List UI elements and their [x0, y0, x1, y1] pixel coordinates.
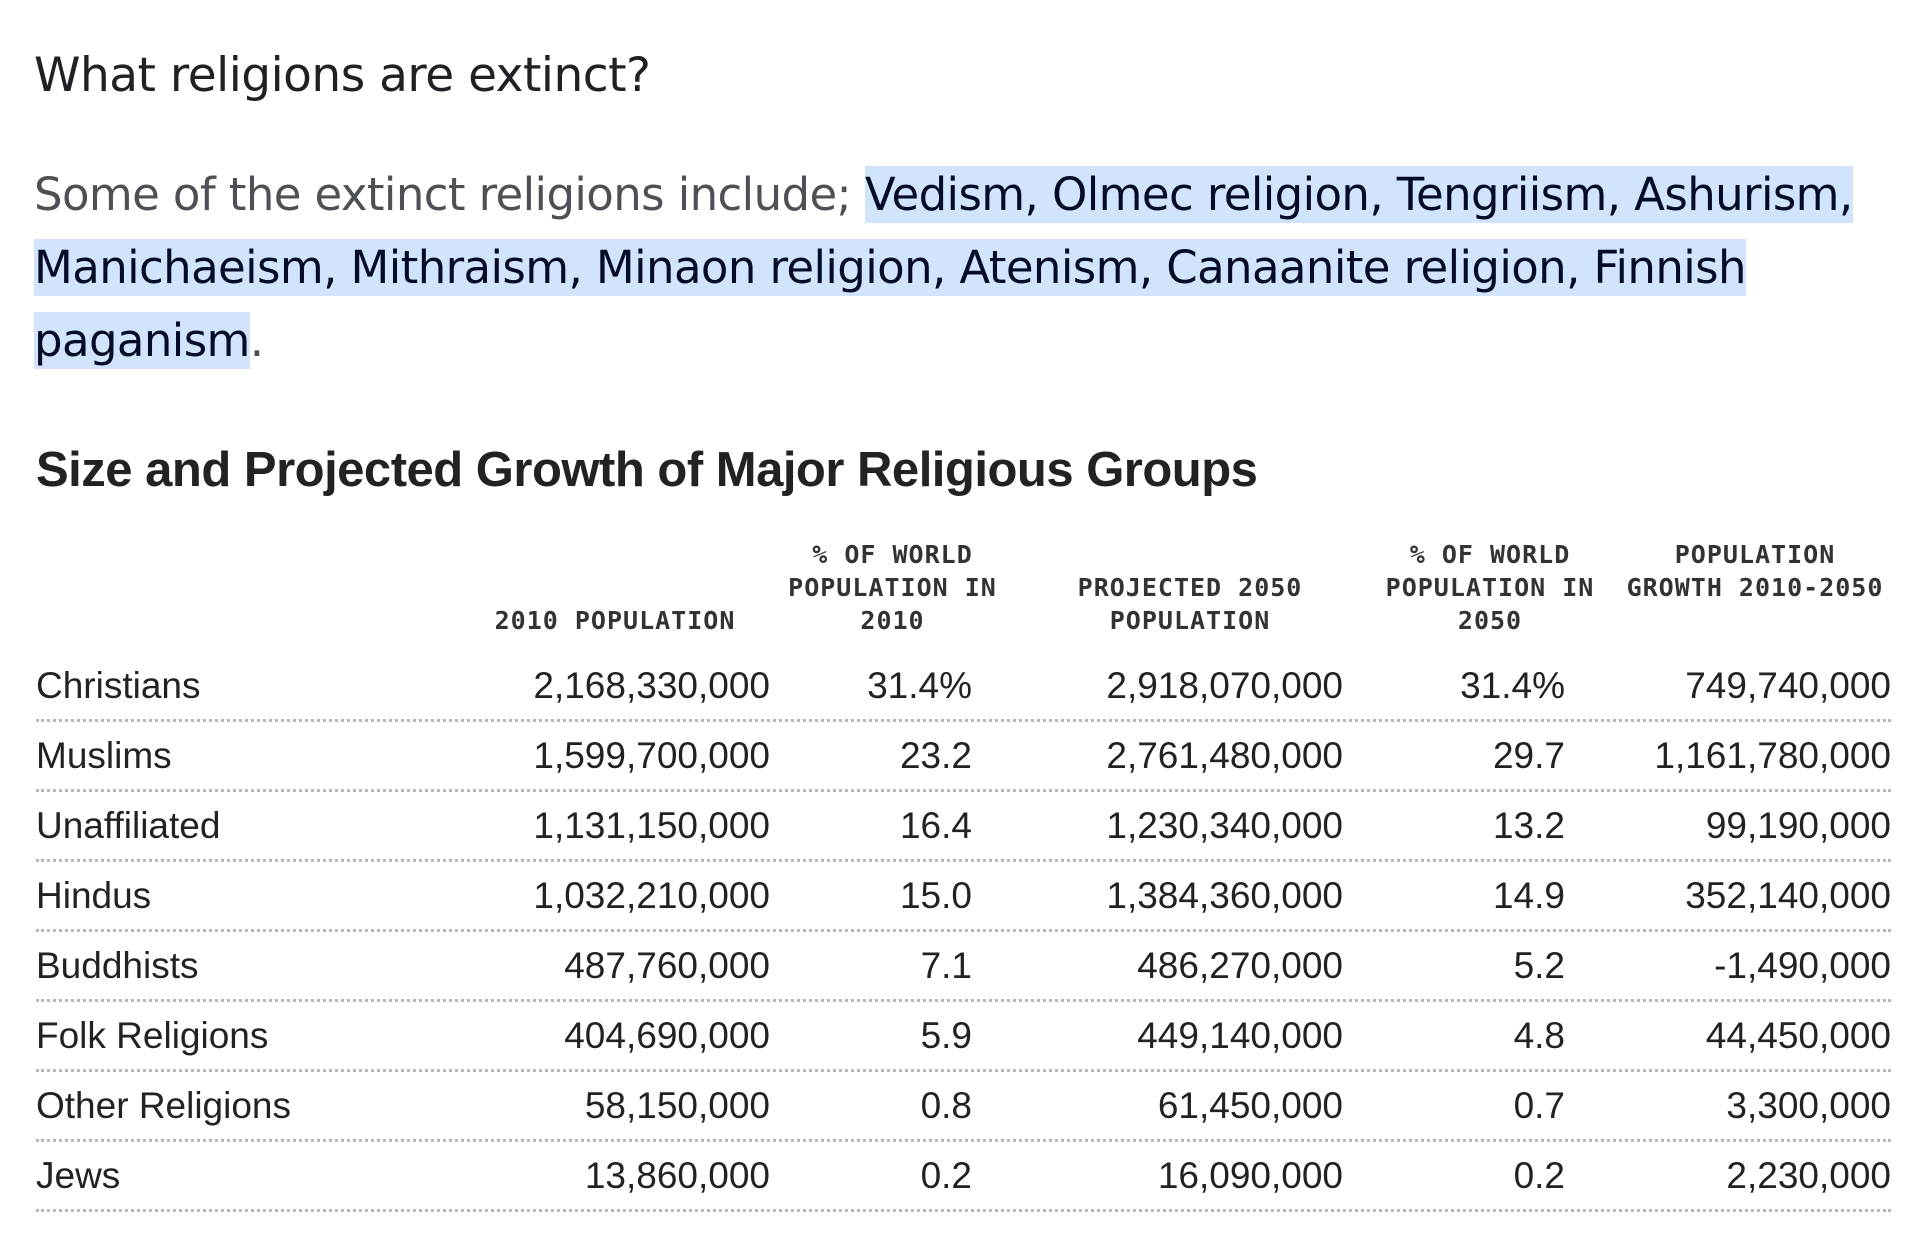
cell-percent-2050: 4.8 — [1513, 1015, 1565, 1056]
cell-percent-2010: 15.0 — [899, 875, 972, 916]
cell-2010-population: 1,599,700,000 — [533, 735, 770, 776]
cell-growth: 1,161,780,000 — [1654, 735, 1891, 776]
row-label: Hindus — [36, 875, 152, 916]
table-row: Muslims 1,599,700,000 23.2 2,761,480,000… — [36, 722, 1891, 792]
row-label: Christians — [36, 665, 201, 706]
answer-suffix: . — [249, 314, 264, 367]
cell-2010-population: 1,032,210,000 — [533, 875, 770, 916]
cell-growth: 352,140,000 — [1685, 875, 1891, 916]
table-row: Hindus 1,032,210,000 15.0 1,384,360,000 … — [36, 862, 1891, 932]
row-label: Buddhists — [36, 945, 199, 986]
cell-projected-2050: 61,450,000 — [1157, 1085, 1343, 1126]
table-row: Christians 2,168,330,000 31.4% 2,918,070… — [36, 652, 1891, 722]
cell-projected-2050: 486,270,000 — [1137, 945, 1343, 986]
table-body: Christians 2,168,330,000 31.4% 2,918,070… — [36, 652, 1891, 1212]
cell-2010-population: 1,131,150,000 — [533, 805, 770, 846]
row-label: Other Religions — [36, 1085, 292, 1126]
cell-percent-2010: 5.9 — [920, 1015, 972, 1056]
table-row: Unaffiliated 1,131,150,000 16.4 1,230,34… — [36, 792, 1891, 862]
cell-percent-2010: 0.8 — [920, 1085, 972, 1126]
cell-percent-2050: 29.7 — [1492, 735, 1565, 776]
cell-2010-population: 2,168,330,000 — [533, 665, 770, 706]
row-label: Folk Religions — [36, 1015, 269, 1056]
cell-growth: 44,450,000 — [1705, 1015, 1891, 1056]
cell-percent-2050: 31.4% — [1460, 665, 1565, 706]
column-header-2010-population: 2010 POPULATION — [494, 606, 736, 635]
column-header-percent-2050: % OF WORLD POPULATION IN 2050 — [1385, 540, 1595, 635]
cell-percent-2050: 0.2 — [1513, 1155, 1565, 1196]
cell-percent-2010: 7.1 — [920, 945, 972, 986]
cell-projected-2050: 449,140,000 — [1137, 1015, 1343, 1056]
row-label: Muslims — [36, 735, 172, 776]
cell-projected-2050: 16,090,000 — [1157, 1155, 1343, 1196]
cell-2010-population: 58,150,000 — [584, 1085, 770, 1126]
table-row: Buddhists 487,760,000 7.1 486,270,000 5.… — [36, 932, 1891, 1002]
table-row: Folk Religions 404,690,000 5.9 449,140,0… — [36, 1002, 1891, 1072]
cell-2010-population: 404,690,000 — [564, 1015, 770, 1056]
row-label: Unaffiliated — [36, 805, 221, 846]
cell-percent-2050: 14.9 — [1492, 875, 1565, 916]
column-header-projected-2050: PROJECTED 2050 POPULATION — [1077, 573, 1303, 635]
cell-percent-2010: 0.2 — [920, 1155, 972, 1196]
answer-snippet: Some of the extinct religions include; V… — [34, 158, 1894, 377]
cell-percent-2050: 5.2 — [1513, 945, 1565, 986]
cell-projected-2050: 2,918,070,000 — [1106, 665, 1343, 706]
cell-growth: 99,190,000 — [1705, 805, 1891, 846]
cell-growth: 3,300,000 — [1726, 1085, 1891, 1126]
cell-projected-2050: 2,761,480,000 — [1106, 735, 1343, 776]
cell-growth: 749,740,000 — [1685, 665, 1891, 706]
table-row: Jews 13,860,000 0.2 16,090,000 0.2 2,230… — [36, 1142, 1891, 1212]
column-header-growth: POPULATION GROWTH 2010-2050 — [1626, 540, 1884, 602]
cell-percent-2010: 16.4 — [899, 805, 972, 846]
cell-2010-population: 487,760,000 — [564, 945, 770, 986]
cell-growth: -1,490,000 — [1714, 945, 1891, 986]
column-header-percent-2010: % OF WORLD POPULATION IN 2010 — [788, 540, 997, 635]
cell-percent-2010: 31.4% — [867, 665, 972, 706]
cell-2010-population: 13,860,000 — [584, 1155, 770, 1196]
cell-growth: 2,230,000 — [1726, 1155, 1891, 1196]
cell-projected-2050: 1,230,340,000 — [1106, 805, 1343, 846]
cell-percent-2050: 0.7 — [1513, 1085, 1565, 1126]
cell-percent-2010: 23.2 — [899, 735, 972, 776]
table-title: Size and Projected Growth of Major Relig… — [36, 443, 1258, 497]
answer-prefix: Some of the extinct religions include; — [34, 168, 865, 221]
cell-projected-2050: 1,384,360,000 — [1106, 875, 1343, 916]
row-label: Jews — [36, 1155, 121, 1196]
question-heading: What religions are extinct? — [34, 48, 651, 103]
cell-percent-2050: 13.2 — [1492, 805, 1565, 846]
table-row: Other Religions 58,150,000 0.8 61,450,00… — [36, 1072, 1891, 1142]
